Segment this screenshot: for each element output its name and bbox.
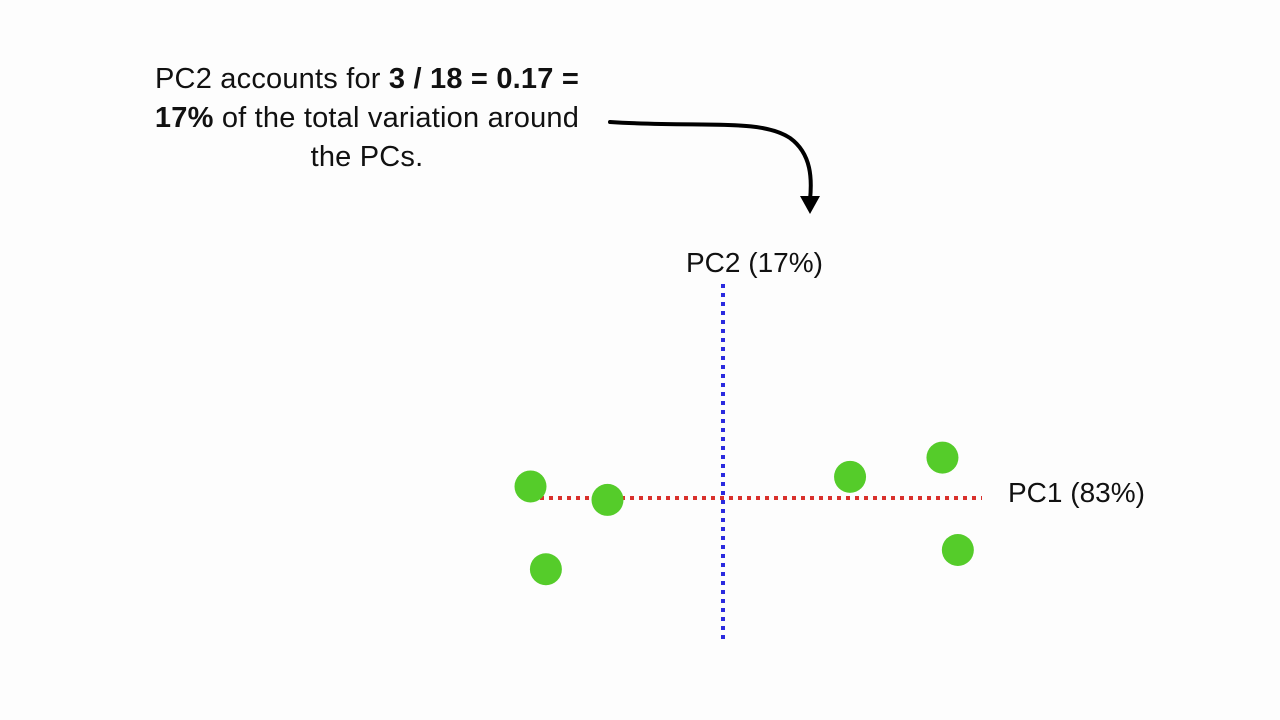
data-point-3 [529,553,562,586]
caption-line2-plain: of the total variation around [213,102,580,134]
caption-line2-bold: 17% [154,102,214,134]
caption-line1-bold: 3 / 18 = 0.17 = [388,63,579,95]
data-point-5 [926,441,959,474]
pc2-axis-label: PC2 (17%) [686,247,823,278]
caption-text: PC2 accounts for 3 / 18 = 0.17 = 17% of … [120,60,614,177]
data-point-1 [514,470,547,503]
data-point-6 [941,533,974,566]
arrow-head-icon [800,196,820,214]
curved-arrow [608,120,813,202]
data-point-2 [591,483,624,516]
pc1-axis-label: PC1 (83%) [1008,477,1145,508]
caption-line3-plain: the PCs. [310,141,424,173]
caption-line1-plain: PC2 accounts for [155,63,389,95]
data-point-4 [834,460,867,493]
data-points [514,441,974,586]
